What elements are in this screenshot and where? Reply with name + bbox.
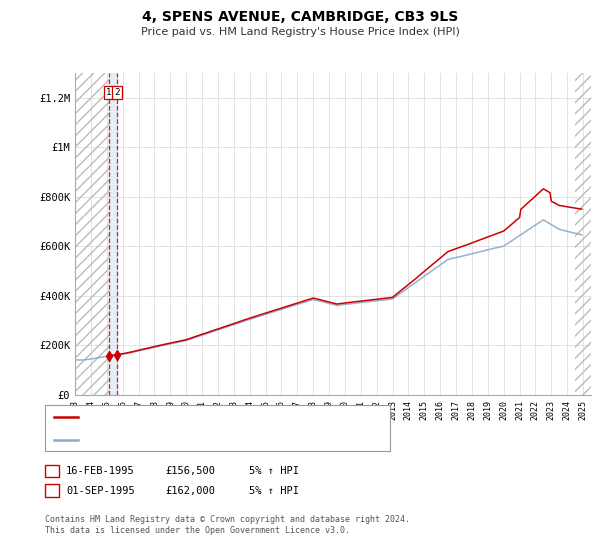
Text: 2: 2 bbox=[49, 486, 55, 496]
Text: 01-SEP-1995: 01-SEP-1995 bbox=[66, 486, 135, 496]
Text: Contains HM Land Registry data © Crown copyright and database right 2024.
This d: Contains HM Land Registry data © Crown c… bbox=[45, 515, 410, 535]
Bar bbox=[75, 73, 109, 395]
Text: 1: 1 bbox=[49, 466, 55, 476]
Text: Price paid vs. HM Land Registry's House Price Index (HPI): Price paid vs. HM Land Registry's House … bbox=[140, 27, 460, 37]
Text: 1: 1 bbox=[106, 88, 112, 97]
Text: £156,500: £156,500 bbox=[165, 466, 215, 476]
Bar bbox=[109, 73, 118, 395]
Text: £162,000: £162,000 bbox=[165, 486, 215, 496]
Text: 2: 2 bbox=[115, 88, 120, 97]
Text: 5% ↑ HPI: 5% ↑ HPI bbox=[249, 486, 299, 496]
Text: 16-FEB-1995: 16-FEB-1995 bbox=[66, 466, 135, 476]
Text: 4, SPENS AVENUE, CAMBRIDGE, CB3 9LS (detached house): 4, SPENS AVENUE, CAMBRIDGE, CB3 9LS (det… bbox=[82, 412, 388, 422]
Text: HPI: Average price, detached house, Cambridge: HPI: Average price, detached house, Camb… bbox=[82, 435, 347, 445]
Bar bbox=[75, 73, 109, 395]
Text: 5% ↑ HPI: 5% ↑ HPI bbox=[249, 466, 299, 476]
Text: 4, SPENS AVENUE, CAMBRIDGE, CB3 9LS: 4, SPENS AVENUE, CAMBRIDGE, CB3 9LS bbox=[142, 10, 458, 24]
Bar bbox=[575, 73, 591, 395]
Bar bbox=[575, 73, 591, 395]
